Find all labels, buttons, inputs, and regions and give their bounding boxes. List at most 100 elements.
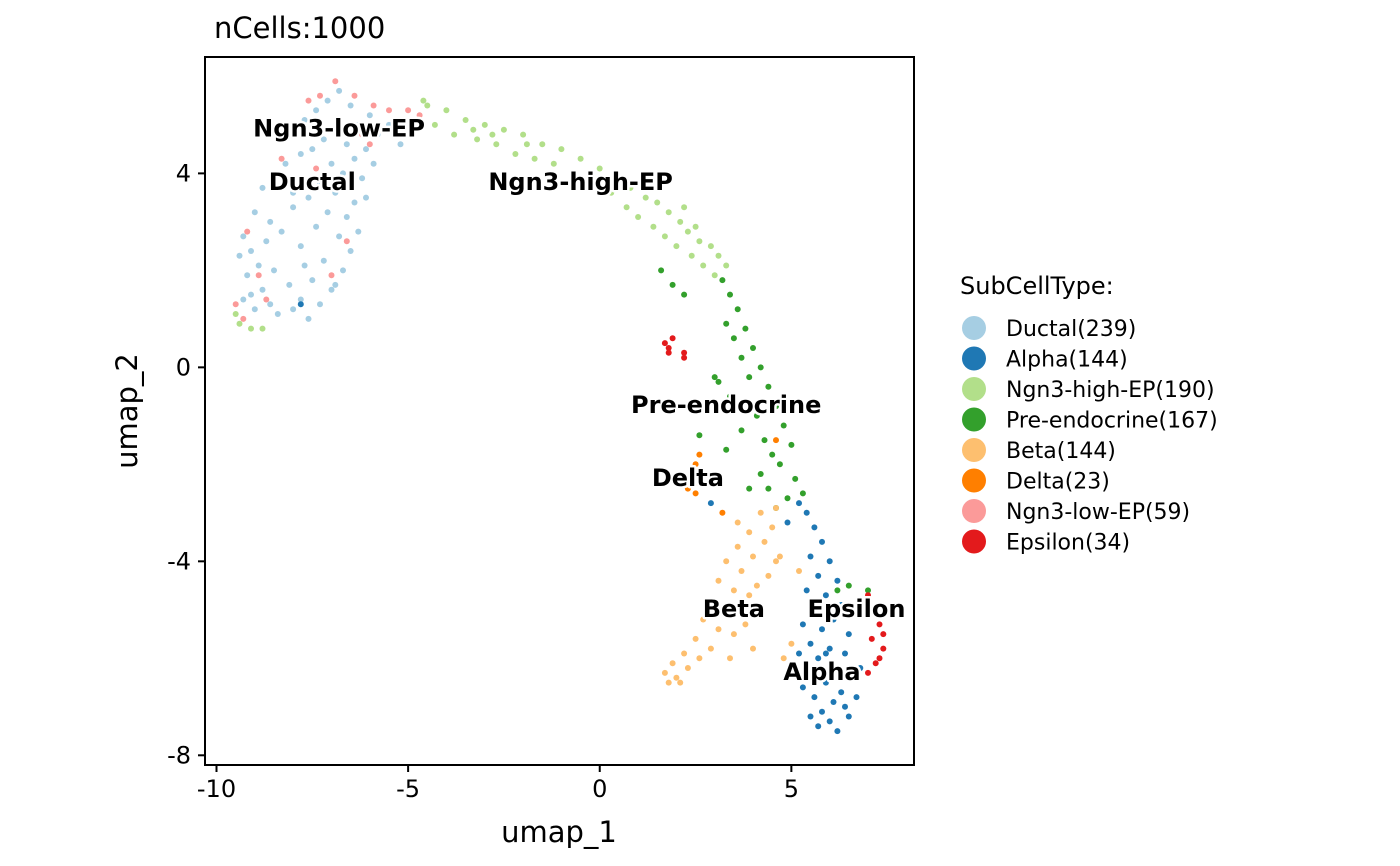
point-0-59 (370, 160, 377, 167)
point-0-0 (336, 87, 343, 94)
point-3-14 (715, 378, 722, 385)
point-3-34 (711, 374, 718, 381)
point-6-21 (409, 126, 415, 133)
point-2-30 (608, 189, 615, 196)
point-0-24 (351, 199, 358, 206)
point-1-28 (807, 713, 814, 720)
cluster-label-0: Ductal (269, 168, 356, 196)
point-0-52 (317, 301, 323, 308)
legend-label-6: Ngn3-low-EP(59) (1006, 500, 1190, 525)
point-3-15 (727, 393, 733, 400)
point-2-45 (259, 325, 266, 332)
legend-title: SubCellType: (960, 272, 1114, 300)
point-5-5 (696, 480, 703, 487)
point-1-41 (796, 500, 802, 507)
point-1-35 (822, 650, 829, 657)
point-2-2 (462, 117, 469, 123)
point-5-9 (700, 471, 707, 477)
point-3-21 (788, 441, 795, 448)
point-1-17 (842, 650, 848, 657)
point-2-4 (500, 126, 507, 133)
point-1-36 (857, 665, 864, 671)
point-5-2 (688, 475, 695, 482)
point-0-46 (248, 291, 254, 298)
point-7-5 (681, 354, 688, 361)
point-0-13 (351, 155, 358, 162)
point-4-32 (734, 519, 741, 526)
point-1-30 (834, 728, 841, 735)
point-2-33 (650, 223, 657, 230)
point-0-51 (332, 281, 339, 288)
point-4-22 (669, 660, 676, 667)
point-4-5 (750, 553, 756, 560)
legend: SubCellType: Ductal(239) Alpha(144) Ngn3-h… (960, 272, 1218, 556)
point-1-24 (811, 694, 818, 701)
point-3-12 (746, 374, 753, 381)
point-1-38 (849, 611, 856, 618)
x-tick-label-0: -10 (197, 775, 236, 803)
point-3-0 (658, 267, 665, 274)
point-4-18 (692, 635, 699, 642)
point-1-32 (845, 713, 852, 720)
point-6-13 (366, 141, 373, 148)
point-4-3 (761, 538, 768, 545)
point-2-9 (596, 165, 603, 172)
point-6-10 (359, 131, 366, 138)
point-0-2 (347, 102, 354, 109)
point-1-25 (830, 699, 837, 705)
point-3-9 (750, 345, 756, 351)
point-6-4 (370, 102, 377, 109)
point-1-16 (826, 645, 833, 652)
point-2-18 (707, 243, 714, 250)
point-7-2 (669, 335, 676, 342)
legend-key-0 (962, 316, 986, 340)
point-5-0 (696, 451, 703, 458)
point-4-24 (661, 669, 668, 676)
point-0-6 (355, 121, 362, 128)
point-7-13 (876, 655, 883, 662)
point-3-2 (681, 291, 688, 298)
point-0-55 (305, 315, 312, 322)
point-0-62 (294, 126, 300, 133)
point-4-30 (742, 621, 749, 628)
cluster-label-5: Delta (652, 464, 724, 492)
legend-label-5: Delta(23) (1006, 470, 1110, 495)
point-2-31 (623, 204, 630, 211)
point-2-6 (539, 141, 546, 148)
point-3-24 (776, 461, 783, 468)
point-6-14 (244, 228, 251, 235)
point-6-12 (313, 165, 320, 172)
point-2-44 (232, 311, 239, 317)
point-7-12 (865, 669, 871, 676)
point-0-33 (248, 248, 254, 254)
point-5-1 (692, 461, 699, 468)
point-4-13 (723, 606, 730, 613)
point-0-43 (309, 277, 316, 284)
point-0-16 (340, 170, 346, 177)
point-0-4 (313, 107, 320, 114)
point-3-32 (696, 432, 703, 439)
point-2-43 (248, 325, 254, 332)
point-1-39 (811, 597, 818, 604)
legend-key-6 (962, 499, 986, 523)
point-0-25 (324, 209, 331, 216)
point-3-13 (765, 383, 772, 390)
point-7-1 (665, 345, 672, 351)
point-1-23 (838, 689, 845, 696)
point-3-20 (761, 437, 768, 444)
point-3-3 (719, 277, 726, 284)
point-4-2 (746, 529, 753, 536)
point-1-5 (815, 572, 822, 579)
point-1-8 (822, 592, 829, 599)
point-0-3 (366, 112, 373, 119)
point-3-5 (734, 306, 741, 313)
point-0-10 (374, 131, 381, 138)
point-2-29 (589, 180, 596, 187)
point-3-16 (773, 403, 779, 410)
point-0-58 (363, 194, 369, 201)
cluster-label-7: Epsilon (808, 595, 906, 623)
point-1-3 (807, 553, 814, 560)
point-2-17 (696, 238, 703, 245)
legend-label-0: Ductal(239) (1006, 317, 1136, 342)
point-1-11 (830, 616, 837, 623)
